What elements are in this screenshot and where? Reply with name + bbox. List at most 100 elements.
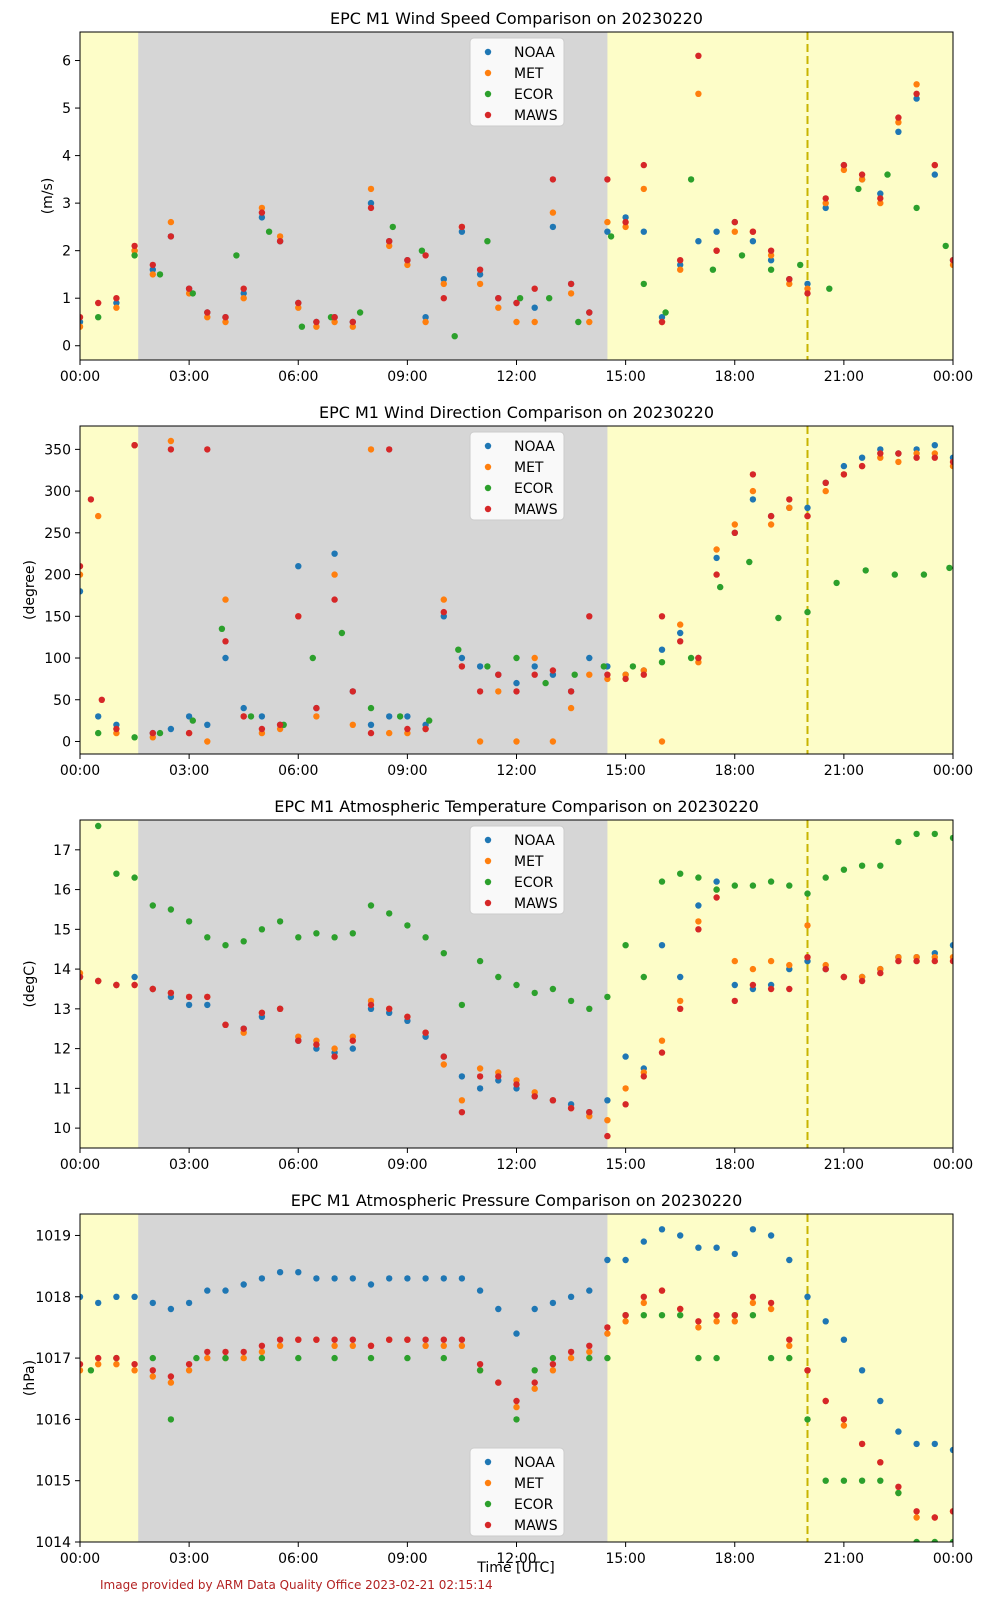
point-noaa <box>640 1238 647 1245</box>
point-noaa <box>749 1226 757 1233</box>
y-axis-label: (degC) <box>22 960 38 1007</box>
point-maws <box>149 729 156 737</box>
point-maws <box>749 471 757 478</box>
point-met <box>513 1403 520 1411</box>
point-maws <box>713 894 720 901</box>
x-tick-label: 18:00 <box>715 763 755 779</box>
point-maws <box>131 242 138 250</box>
point-maws <box>80 973 84 981</box>
point-maws <box>931 161 938 169</box>
point-noaa <box>240 704 247 712</box>
point-noaa <box>786 1256 793 1264</box>
point-maws <box>858 977 866 985</box>
point-noaa <box>858 1367 866 1374</box>
point-maws <box>549 1097 557 1104</box>
point-ecor <box>298 323 306 330</box>
point-maws <box>895 450 902 457</box>
point-ecor <box>549 1354 557 1362</box>
point-ecor <box>604 1354 611 1362</box>
point-ecor <box>549 985 557 993</box>
point-maws <box>113 295 120 302</box>
point-ecor <box>338 629 346 637</box>
point-noaa <box>677 261 684 269</box>
point-noaa <box>458 1073 466 1080</box>
point-met <box>258 1348 266 1356</box>
point-ecor <box>389 223 396 231</box>
point-noaa <box>531 304 538 311</box>
point-ecor <box>713 1354 720 1362</box>
point-ecor <box>567 997 575 1005</box>
point-maws <box>695 926 702 933</box>
point-met <box>677 997 684 1005</box>
point-ecor <box>131 874 138 881</box>
point-met <box>549 209 557 216</box>
x-tick-label: 15:00 <box>605 369 645 385</box>
point-maws <box>458 663 466 670</box>
point-met <box>80 323 84 330</box>
point-ecor <box>476 1367 484 1374</box>
point-maws <box>731 218 738 226</box>
point-met <box>895 458 902 466</box>
x-tick-label: 00:00 <box>933 763 973 779</box>
point-ecor <box>189 717 196 724</box>
chart-panel-3: 00:00 03:00 06:00 09:00 12:00 15:00 18:00 21:00… <box>22 797 973 1173</box>
point-ecor <box>331 1354 338 1362</box>
point-ecor <box>149 902 156 909</box>
legend-box <box>469 37 565 127</box>
x-tick-label: 06:00 <box>278 1157 318 1173</box>
point-maws <box>404 1336 411 1343</box>
point-ecor <box>193 1354 200 1362</box>
point-noaa <box>931 442 938 449</box>
y-tick-label: 12 <box>53 1042 71 1058</box>
point-noaa <box>567 1293 575 1301</box>
point-met <box>495 304 502 311</box>
point-maws <box>313 1336 320 1343</box>
legend: NOAA MET ECOR MAWS <box>469 431 565 521</box>
point-maws <box>222 638 229 645</box>
point-maws <box>276 238 284 245</box>
point-maws <box>367 729 375 737</box>
point-maws <box>80 314 84 321</box>
point-ecor <box>131 734 138 741</box>
point-met <box>895 119 902 126</box>
x-tick-label: 03:00 <box>169 763 209 779</box>
point-ecor <box>156 729 164 737</box>
point-noaa <box>604 228 611 235</box>
point-noaa <box>458 1275 466 1282</box>
point-maws <box>222 1021 229 1028</box>
point-met <box>840 1422 848 1429</box>
point-met <box>658 1037 666 1044</box>
point-noaa <box>677 1232 684 1239</box>
point-maws <box>495 1379 502 1386</box>
point-ecor <box>156 271 164 278</box>
point-noaa <box>858 454 866 461</box>
point-ecor <box>746 558 753 566</box>
point-maws <box>786 1336 793 1343</box>
point-ecor <box>367 902 375 909</box>
point-noaa <box>586 654 593 662</box>
x-tick-label: 00:00 <box>933 369 973 385</box>
point-noaa <box>822 1318 829 1325</box>
chart-title: EPC M1 Wind Direction Comparison on 2023… <box>319 403 714 422</box>
point-ecor <box>687 654 695 662</box>
point-met <box>677 621 684 628</box>
point-noaa <box>240 290 247 297</box>
point-met <box>313 323 320 330</box>
point-met <box>386 729 393 737</box>
y-tick-label: 10 <box>53 1121 71 1137</box>
point-maws <box>240 1025 247 1032</box>
y-tick-label: 350 <box>44 442 71 458</box>
point-ecor <box>516 295 524 302</box>
point-maws <box>367 1001 375 1009</box>
point-maws <box>149 1367 156 1374</box>
point-ecor <box>349 930 356 937</box>
point-maws <box>495 295 502 302</box>
point-maws <box>531 285 538 292</box>
point-ecor <box>767 266 775 273</box>
point-noaa <box>731 1250 738 1258</box>
point-noaa <box>513 679 520 687</box>
point-maws <box>95 299 102 307</box>
point-ecor <box>546 295 553 302</box>
point-maws <box>622 675 629 683</box>
y-tick-label: 1019 <box>35 1228 71 1244</box>
